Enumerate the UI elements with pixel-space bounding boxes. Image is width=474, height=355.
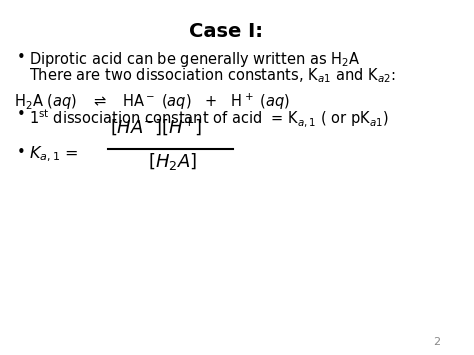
Text: •: •	[17, 145, 26, 160]
Text: $\mathit{K}_\mathit{a,1}$ =: $\mathit{K}_\mathit{a,1}$ =	[28, 145, 78, 164]
Text: •: •	[17, 107, 26, 122]
Text: $[H_2A]$: $[H_2A]$	[148, 151, 197, 172]
Text: 2: 2	[433, 337, 440, 347]
Text: H$_2$A $\mathit{(aq)}$   $\rightleftharpoons$   HA$^-$ $\mathit{(aq)}$   +   H$^: H$_2$A $\mathit{(aq)}$ $\rightleftharpoo…	[14, 92, 291, 112]
Text: There are two dissociation constants, K$_{a1}$ and K$_{a2}$:: There are two dissociation constants, K$…	[28, 66, 395, 85]
Text: •: •	[17, 50, 26, 65]
Text: $[HA^{-}][H^{+}]$: $[HA^{-}][H^{+}]$	[109, 116, 201, 137]
Text: 1$^\mathrm{st}$ dissociation constant of acid  = K$_{a,1}$ ( or pK$_{a1}$): 1$^\mathrm{st}$ dissociation constant of…	[28, 107, 389, 129]
Text: Diprotic acid can be generally written as H$_2$A: Diprotic acid can be generally written a…	[28, 50, 360, 69]
Text: Case I:: Case I:	[189, 22, 263, 41]
